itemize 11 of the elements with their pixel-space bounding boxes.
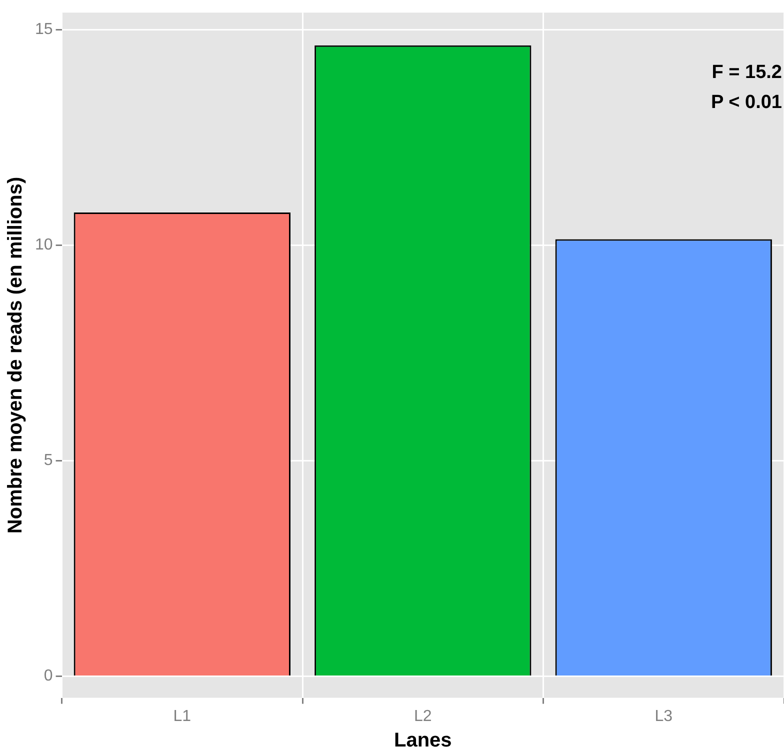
x-axis-title: Lanes [394, 730, 452, 752]
y-tick-label: 0 [44, 668, 53, 685]
y-tick-label: 15 [35, 21, 53, 38]
y-tick-label: 5 [44, 452, 53, 470]
annotation: P < 0.01 [711, 92, 782, 113]
x-tick-label: L1 [173, 708, 192, 725]
y-axis-title: Nombre moyen de reads (en millions) [4, 176, 27, 534]
x-tick-label: L3 [654, 708, 673, 725]
annotation: F = 15.2 [712, 62, 782, 83]
y-tick-label: 10 [35, 236, 53, 254]
x-tick-label: L2 [414, 708, 432, 725]
